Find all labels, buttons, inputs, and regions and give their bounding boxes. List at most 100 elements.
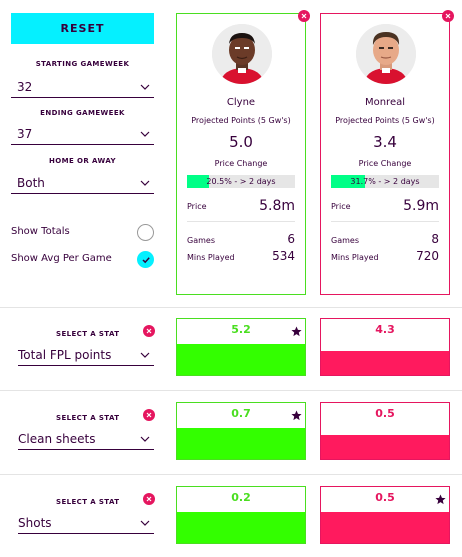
starting-gameweek-select[interactable]: 32 xyxy=(11,76,154,98)
stat-select[interactable]: Clean sheets xyxy=(18,428,154,450)
chevron-down-icon xyxy=(140,436,150,442)
best-star xyxy=(291,322,302,341)
stat-fill xyxy=(177,428,305,459)
select-stat-label: SELECT A STAT xyxy=(56,498,120,506)
price-change-label: Price Change xyxy=(358,159,412,168)
mins-played-label: Mins Played xyxy=(187,253,235,262)
stat-box-player2: 4.3 xyxy=(320,318,450,376)
player-avatar xyxy=(212,24,272,84)
player-name: Clyne xyxy=(226,97,256,108)
check-icon xyxy=(141,256,150,263)
price-change-fill xyxy=(187,175,210,188)
divider xyxy=(187,221,295,222)
player-card-clyne: Clyne Projected Points (5 Gw's) 5.0 Pric… xyxy=(176,13,306,295)
price-label: Price xyxy=(331,202,351,211)
games-value: 6 xyxy=(287,232,295,246)
price-value: 5.9m xyxy=(403,198,439,214)
player-card-monreal: Monreal Projected Points (5 Gw's) 3.4 Pr… xyxy=(320,13,450,295)
games-label: Games xyxy=(331,236,359,245)
chevron-down-icon xyxy=(140,520,150,526)
show-totals-label: Show Totals xyxy=(11,226,70,237)
show-avg-toggle[interactable] xyxy=(137,251,154,268)
best-star xyxy=(435,490,446,509)
price-change-fill xyxy=(331,175,366,188)
section-divider xyxy=(0,390,462,391)
home-or-away-select[interactable]: Both xyxy=(11,172,154,194)
reset-button[interactable]: RESET xyxy=(11,13,154,44)
close-icon xyxy=(301,13,307,19)
star-icon xyxy=(291,326,302,337)
mins-played-label: Mins Played xyxy=(331,253,379,262)
stat-box-player1: 5.2 xyxy=(176,318,306,376)
stat-fill xyxy=(177,512,305,543)
section-divider xyxy=(0,307,462,308)
stat-select-value: Total FPL points xyxy=(18,347,112,362)
stat-value: 0.7 xyxy=(231,407,251,420)
stat-value: 0.5 xyxy=(375,407,395,420)
chevron-down-icon xyxy=(140,84,150,90)
stat-select-value: Clean sheets xyxy=(18,431,96,446)
player-avatar xyxy=(356,24,416,84)
games-value: 8 xyxy=(431,232,439,246)
stat-select[interactable]: Shots xyxy=(18,512,154,534)
player-portrait-icon xyxy=(212,24,272,84)
remove-stat-button[interactable] xyxy=(143,325,155,337)
stat-value: 4.3 xyxy=(375,323,395,336)
stat-box-player1: 0.7 xyxy=(176,402,306,460)
projected-points-label: Projected Points (5 Gw's) xyxy=(191,116,291,125)
chevron-down-icon xyxy=(140,180,150,186)
ending-gameweek-select[interactable]: 37 xyxy=(11,123,154,145)
remove-player-button[interactable] xyxy=(442,10,454,22)
price-label: Price xyxy=(187,202,207,211)
price-change-text: 20.5% - > 2 days xyxy=(206,177,276,186)
remove-player-button[interactable] xyxy=(298,10,310,22)
starting-gameweek-label: STARTING GAMEWEEK xyxy=(35,60,130,68)
stat-fill xyxy=(177,344,305,375)
stat-fill xyxy=(321,435,449,459)
stat-value: 0.5 xyxy=(375,491,395,504)
mins-played-value: 720 xyxy=(416,249,439,263)
best-star xyxy=(291,406,302,425)
section-divider xyxy=(0,474,462,475)
stat-box-player2: 0.5 xyxy=(320,402,450,460)
starting-gameweek-value: 32 xyxy=(17,79,33,94)
player-portrait-icon xyxy=(356,24,416,84)
remove-stat-button[interactable] xyxy=(143,409,155,421)
star-icon xyxy=(291,410,302,421)
chevron-down-icon xyxy=(140,352,150,358)
projected-points-label: Projected Points (5 Gw's) xyxy=(335,116,435,125)
price-change-bar: 31.7% - > 2 days xyxy=(331,175,439,188)
stat-fill xyxy=(321,512,449,543)
mins-played-value: 534 xyxy=(272,249,295,263)
stat-box-player2: 0.5 xyxy=(320,486,450,544)
stat-value: 5.2 xyxy=(231,323,251,336)
ending-gameweek-value: 37 xyxy=(17,126,33,141)
chevron-down-icon xyxy=(140,131,150,137)
projected-points-value: 3.4 xyxy=(373,133,397,151)
projected-points-value: 5.0 xyxy=(229,133,253,151)
stat-value: 0.2 xyxy=(231,491,251,504)
close-icon xyxy=(146,496,152,502)
games-label: Games xyxy=(187,236,215,245)
show-totals-toggle[interactable] xyxy=(137,224,154,241)
price-change-text: 31.7% - > 2 days xyxy=(350,177,420,186)
home-or-away-label: HOME OR AWAY xyxy=(49,157,116,165)
price-change-bar: 20.5% - > 2 days xyxy=(187,175,295,188)
ending-gameweek-label: ENDING GAMEWEEK xyxy=(40,109,125,117)
home-or-away-value: Both xyxy=(17,175,45,190)
show-avg-label: Show Avg Per Game xyxy=(11,253,112,264)
stat-select-value: Shots xyxy=(18,515,52,530)
close-icon xyxy=(146,412,152,418)
price-value: 5.8m xyxy=(259,198,295,214)
remove-stat-button[interactable] xyxy=(143,493,155,505)
select-stat-label: SELECT A STAT xyxy=(56,414,120,422)
divider xyxy=(331,221,439,222)
stat-select[interactable]: Total FPL points xyxy=(18,344,154,366)
stat-box-player1: 0.2 xyxy=(176,486,306,544)
close-icon xyxy=(445,13,451,19)
price-change-label: Price Change xyxy=(214,159,268,168)
stat-fill xyxy=(321,351,449,375)
select-stat-label: SELECT A STAT xyxy=(56,330,120,338)
player-name: Monreal xyxy=(364,97,406,108)
close-icon xyxy=(146,328,152,334)
